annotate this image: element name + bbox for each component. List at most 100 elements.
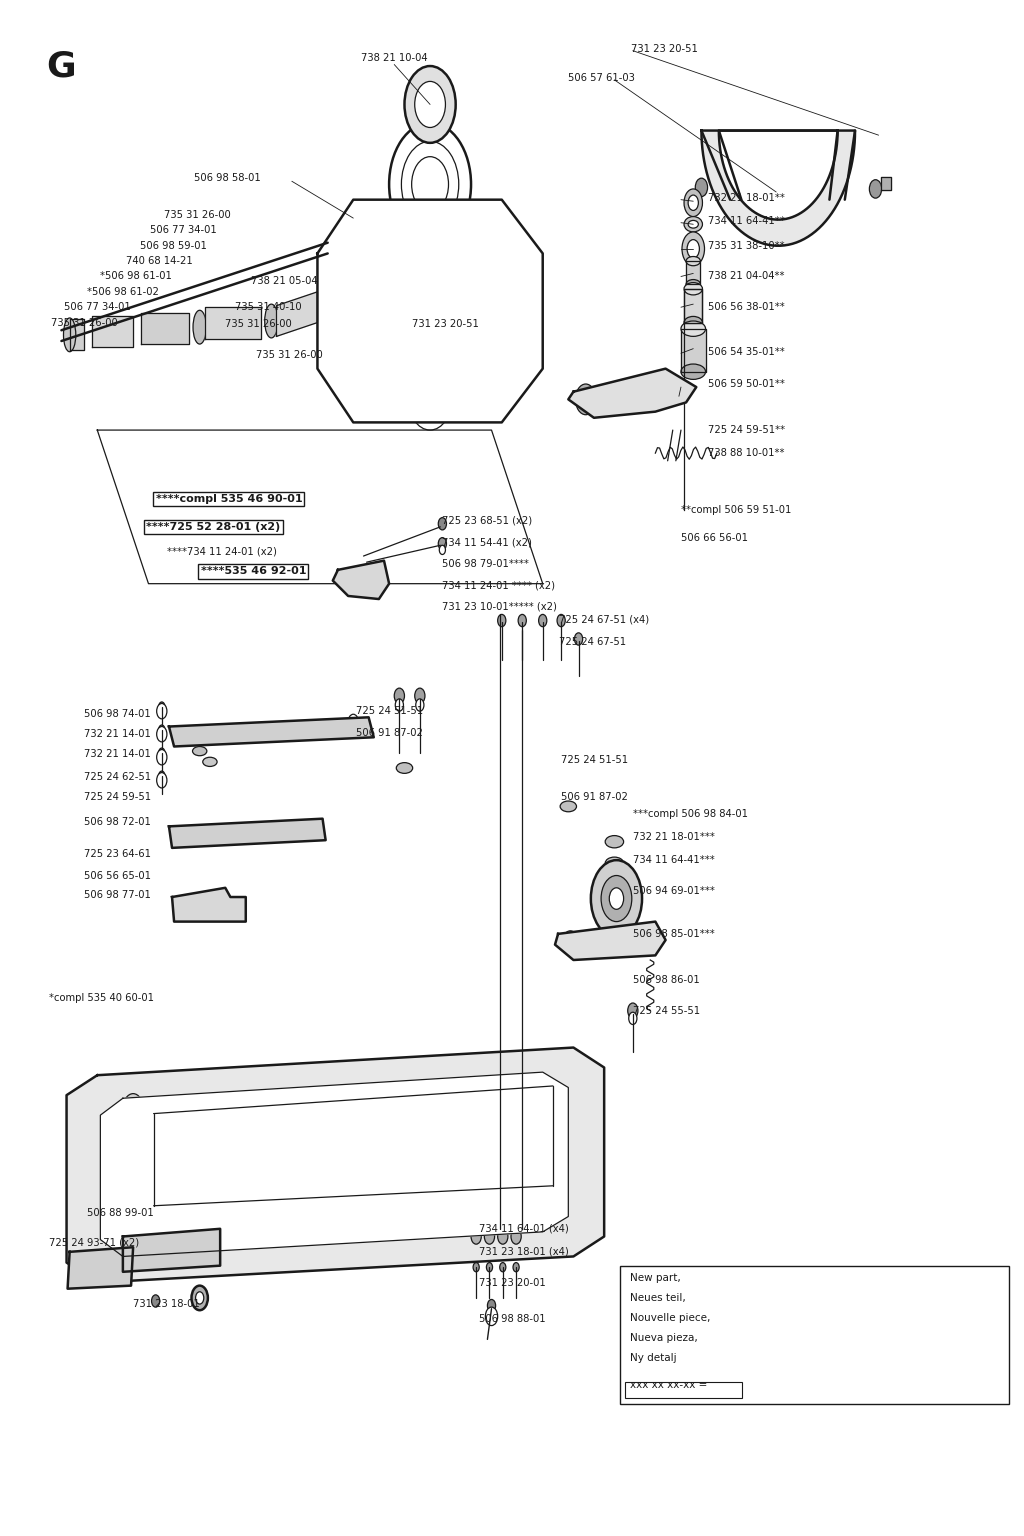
Text: 735 31 26-00: 735 31 26-00 (256, 350, 323, 359)
Polygon shape (70, 319, 84, 350)
Circle shape (684, 189, 702, 217)
Polygon shape (333, 561, 389, 599)
Text: 731 23 20-01: 731 23 20-01 (479, 1278, 546, 1287)
Ellipse shape (193, 310, 207, 344)
Circle shape (498, 614, 506, 627)
Ellipse shape (63, 318, 76, 352)
Text: 506 98 85-01***: 506 98 85-01*** (633, 929, 715, 938)
Circle shape (438, 518, 446, 530)
Text: 735 31 40-10: 735 31 40-10 (236, 303, 302, 312)
Circle shape (198, 895, 212, 917)
Circle shape (438, 319, 463, 356)
Circle shape (504, 341, 520, 366)
Text: 731 23 18-01: 731 23 18-01 (132, 1299, 200, 1309)
Text: 734 11 64-41***: 734 11 64-41*** (633, 856, 715, 865)
Circle shape (869, 180, 882, 198)
Polygon shape (701, 131, 855, 246)
Circle shape (412, 157, 449, 212)
Ellipse shape (681, 321, 706, 336)
Circle shape (487, 1299, 496, 1312)
Ellipse shape (684, 316, 702, 329)
Circle shape (500, 1263, 506, 1272)
Text: *506 98 61-01: *506 98 61-01 (100, 272, 172, 281)
Text: 731 23 18-01 (x4): 731 23 18-01 (x4) (479, 1247, 569, 1256)
Text: ***compl 506 98 84-01: ***compl 506 98 84-01 (633, 809, 748, 819)
Circle shape (372, 565, 382, 581)
Circle shape (417, 276, 433, 301)
Text: ****535 46 92-01: ****535 46 92-01 (201, 567, 306, 576)
Text: New part,: New part, (630, 1273, 681, 1283)
Circle shape (439, 545, 445, 554)
Polygon shape (123, 1229, 220, 1272)
Circle shape (688, 195, 698, 210)
Ellipse shape (686, 280, 700, 289)
Text: 725 24 67-51 (x4): 725 24 67-51 (x4) (559, 614, 649, 624)
Circle shape (574, 633, 583, 645)
Text: 506 54 35-01**: 506 54 35-01** (708, 347, 784, 356)
Text: 734 11 54-41 (x2): 734 11 54-41 (x2) (442, 538, 532, 547)
Text: 506 98 86-01: 506 98 86-01 (633, 975, 699, 985)
Text: 731 23 10-01***** (x2): 731 23 10-01***** (x2) (442, 602, 557, 611)
Circle shape (358, 307, 379, 338)
Ellipse shape (605, 857, 624, 869)
Text: *506 98 61-02: *506 98 61-02 (87, 287, 159, 296)
Text: 725 23 64-61: 725 23 64-61 (84, 849, 151, 859)
Text: 731 23 20-51: 731 23 20-51 (413, 319, 479, 329)
Circle shape (157, 727, 167, 742)
Text: 725 24 62-51: 725 24 62-51 (84, 773, 152, 782)
Text: 732 21 18-01**: 732 21 18-01** (708, 194, 784, 203)
Circle shape (473, 1263, 479, 1272)
Text: 735 31 26-00: 735 31 26-00 (164, 210, 230, 220)
Polygon shape (686, 261, 700, 284)
Polygon shape (68, 1247, 133, 1289)
Polygon shape (568, 369, 696, 418)
Text: 738 21 10-04: 738 21 10-04 (360, 54, 428, 63)
Polygon shape (684, 289, 702, 323)
Ellipse shape (684, 283, 702, 295)
Text: 732 21 14-01: 732 21 14-01 (84, 730, 151, 739)
Circle shape (411, 267, 439, 310)
Text: Nouvelle piece,: Nouvelle piece, (630, 1313, 710, 1322)
Polygon shape (276, 292, 317, 336)
Polygon shape (67, 1048, 604, 1283)
Text: 735 31 38-10**: 735 31 38-10** (708, 241, 784, 250)
Circle shape (152, 1295, 160, 1307)
Circle shape (628, 1003, 638, 1018)
Text: 506 98 79-01****: 506 98 79-01**** (442, 559, 529, 568)
Circle shape (184, 728, 195, 743)
Circle shape (557, 614, 565, 627)
Circle shape (511, 1229, 521, 1244)
Ellipse shape (203, 757, 217, 766)
Polygon shape (92, 316, 133, 347)
Circle shape (401, 141, 459, 227)
Circle shape (415, 688, 425, 703)
Ellipse shape (605, 836, 624, 848)
Circle shape (682, 232, 705, 266)
Text: 725 24 51-51: 725 24 51-51 (356, 707, 424, 716)
Text: 506 98 58-01: 506 98 58-01 (195, 174, 261, 183)
Circle shape (343, 570, 353, 585)
Circle shape (157, 750, 167, 765)
Text: 506 66 56-01: 506 66 56-01 (681, 533, 748, 542)
Text: 506 98 72-01: 506 98 72-01 (84, 817, 151, 826)
Text: 740 68 14-21: 740 68 14-21 (126, 257, 193, 266)
Circle shape (591, 860, 642, 937)
Text: 506 98 74-01: 506 98 74-01 (84, 710, 151, 719)
Circle shape (522, 1075, 543, 1106)
Circle shape (157, 703, 167, 719)
Ellipse shape (560, 802, 577, 813)
Circle shape (539, 614, 547, 627)
Circle shape (513, 1263, 519, 1272)
Text: 506 88 99-01: 506 88 99-01 (87, 1209, 154, 1218)
Circle shape (562, 931, 579, 955)
Polygon shape (169, 717, 374, 746)
Circle shape (695, 178, 708, 197)
Text: ****734 11 24-01 (x2): ****734 11 24-01 (x2) (167, 547, 276, 556)
Circle shape (159, 748, 165, 757)
Circle shape (350, 295, 387, 350)
Circle shape (196, 1292, 204, 1304)
Circle shape (143, 1238, 160, 1263)
Circle shape (109, 1255, 123, 1276)
Text: xxx xx xx-xx =: xxx xx xx-xx = (630, 1381, 708, 1390)
Ellipse shape (686, 257, 700, 266)
